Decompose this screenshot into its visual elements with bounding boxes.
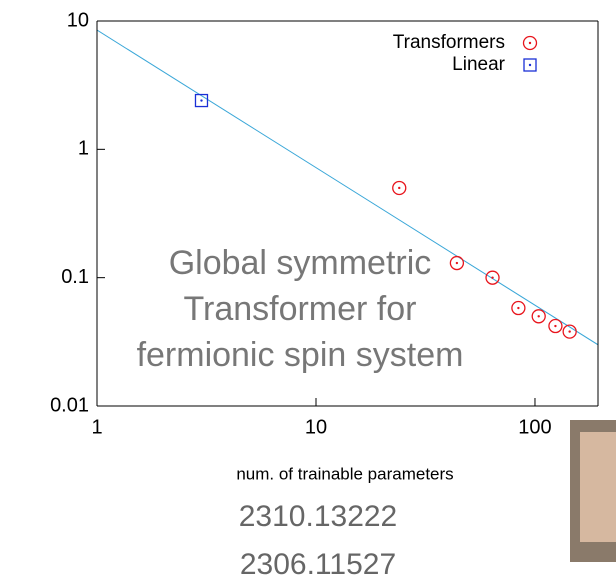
y-tick-label: 0.1 [61,266,89,288]
x-axis-label: num. of trainable parameters [236,464,453,483]
photo-face [580,432,616,542]
marker-dot [528,41,532,45]
marker-dot [537,315,540,318]
marker [522,35,538,51]
plot-area: Global symmetric Transformer for fermionic… [50,9,599,438]
marker-dot [398,186,401,190]
legend-label: Transformers [393,32,505,53]
marker [531,309,546,324]
annotation: Global symmetric [169,244,432,282]
footer-text: 2310.13222 [239,500,398,533]
marker [449,255,465,271]
marker [194,93,209,108]
y-tick-label: 10 [67,9,89,31]
marker-dot [517,306,520,310]
marker-dot [200,99,203,102]
fit-line [97,29,598,346]
marker [485,270,500,285]
x-tick-label: 10 [305,416,327,438]
marker-dot [528,63,532,67]
marker [392,180,407,196]
y-tick-label: 1 [78,138,89,160]
annotation: fermionic spin system [137,336,464,374]
x-tick-label: 1 [91,416,102,438]
marker-dot [568,330,571,333]
marker [562,324,577,339]
x-tick-label: 100 [518,416,551,438]
legend-label: Linear [452,54,505,75]
marker-dot [554,324,557,328]
annotation: Transformer for [183,290,416,328]
y-tick-label: 0.01 [50,394,89,416]
marker-dot [455,261,459,265]
footer-text: 2306.11527 [240,548,396,581]
marker-dot [491,276,494,279]
marker [548,318,563,334]
marker [511,300,526,316]
marker [523,58,537,72]
